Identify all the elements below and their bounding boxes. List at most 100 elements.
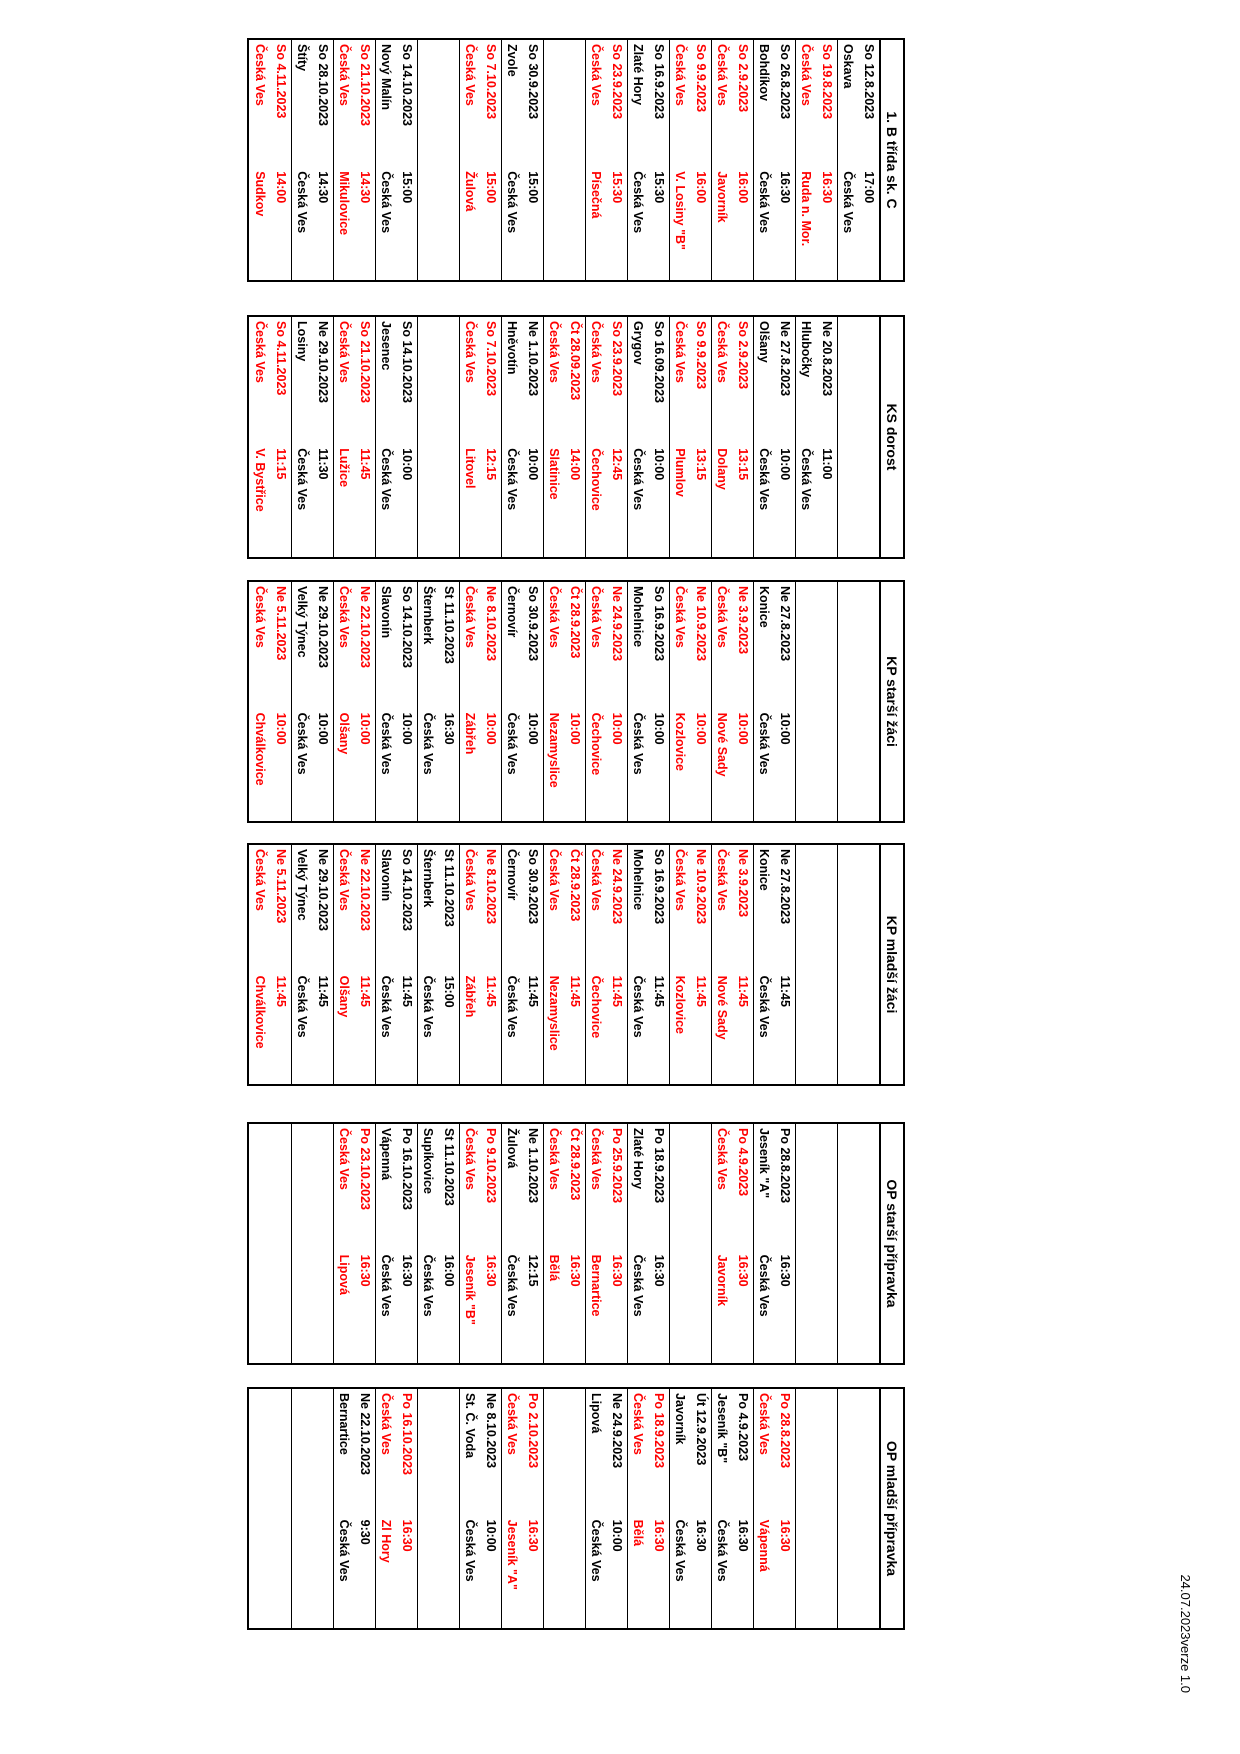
match-cell: Ne 10.9.2023 Česká Ves bbox=[669, 845, 711, 972]
match-date bbox=[312, 1128, 333, 1251]
match-cell: 10:00 Česká Ves bbox=[501, 444, 543, 557]
match-cell: 14:30 Česká Ves bbox=[291, 167, 333, 280]
match-cell: Po 16.10.2023 Vápenná bbox=[375, 1124, 417, 1251]
match-venue: Ruda n. Mor. bbox=[799, 171, 813, 247]
match-date bbox=[564, 1393, 585, 1516]
match-date: So 26.8.2023 bbox=[778, 44, 792, 120]
match-venue: Lužice bbox=[337, 448, 351, 488]
match-cell: Čt 28.9.2023 Česká Ves bbox=[543, 582, 585, 709]
table-row: Po 4.9.2023 Česká Ves 16:30 Javorník bbox=[711, 1124, 753, 1363]
match-place: Losiny bbox=[295, 321, 309, 362]
match-time: 13:15 bbox=[736, 448, 750, 481]
match-place: Česká Ves bbox=[337, 321, 351, 383]
match-cell: Ne 3.9.2023 Česká Ves bbox=[711, 582, 753, 709]
match-venue: Česká Ves bbox=[757, 171, 771, 234]
match-cell: 11:15 V. Bystřice bbox=[249, 444, 291, 557]
table-row bbox=[837, 1389, 879, 1628]
match-cell bbox=[417, 40, 459, 167]
match-cell bbox=[795, 1389, 837, 1516]
match-place: Česká Ves bbox=[463, 321, 477, 383]
match-date: Ne 29.10.2023 bbox=[316, 849, 330, 932]
match-venue: Česká Ves bbox=[757, 975, 771, 1038]
match-place: Zlaté Hory bbox=[631, 44, 645, 106]
match-venue: Česká Ves bbox=[673, 1519, 687, 1582]
match-date: So 16.09.2023 bbox=[652, 321, 666, 404]
table-row: Ne 24.9.2023 Česká Ves 10:00 Čechovice bbox=[585, 582, 627, 821]
match-date: Po 28.8.2023 bbox=[778, 1393, 792, 1469]
match-cell: Po 18.9.2023 Česká Ves bbox=[627, 1389, 669, 1516]
table-row bbox=[291, 1389, 333, 1628]
match-venue: Česká Ves bbox=[421, 1254, 435, 1317]
match-cell: 16:30 Ruda n. Mor. bbox=[795, 167, 837, 280]
match-time bbox=[858, 713, 879, 821]
match-time: 16:30 bbox=[778, 171, 792, 204]
match-cell: Ne 24.9.2023 Česká Ves bbox=[585, 845, 627, 972]
match-date: Čt 28.9.2023 bbox=[568, 586, 582, 659]
table-row: Ne 3.9.2023 Česká Ves 11:45 Nové Sady bbox=[711, 845, 753, 1084]
match-date bbox=[816, 1128, 837, 1251]
match-date bbox=[816, 849, 837, 972]
table-row bbox=[837, 1124, 879, 1363]
match-place: Česká Ves bbox=[757, 1393, 771, 1455]
match-date bbox=[816, 1393, 837, 1516]
match-date bbox=[438, 321, 459, 444]
match-time bbox=[858, 448, 879, 557]
table-title: KP mladší žáci bbox=[879, 845, 903, 1084]
match-place: Bohdíkov bbox=[757, 44, 771, 101]
match-venue: Česká Ves bbox=[505, 1254, 519, 1317]
match-cell: 11:45 Nezamyslice bbox=[543, 972, 585, 1084]
match-venue bbox=[543, 171, 564, 280]
match-venue: Kozlovice bbox=[673, 712, 687, 772]
match-time: 15:30 bbox=[652, 171, 666, 204]
match-cell: Čt 28.9.2023 Česká Ves bbox=[543, 1124, 585, 1251]
schedule-table: OP mladší přípravka Po 28.8.2023 Česká Ves… bbox=[247, 1387, 905, 1630]
match-venue: Česká Ves bbox=[379, 448, 393, 511]
table-row: Ne 20.8.2023 Hlubočky 11:00 Česká Ves bbox=[795, 317, 837, 557]
match-date: So 2.9.2023 bbox=[736, 321, 750, 390]
table-row bbox=[837, 582, 879, 821]
match-time bbox=[816, 976, 837, 1084]
match-cell: 16:00 V. Losiny "B" bbox=[669, 167, 711, 280]
table-row: Ne 10.9.2023 Česká Ves 10:00 Kozlovice bbox=[669, 582, 711, 821]
match-place: Bernartice bbox=[337, 1393, 351, 1455]
match-venue: Javorník bbox=[715, 1254, 729, 1307]
match-venue: Čechovice bbox=[589, 712, 603, 776]
match-time bbox=[270, 1255, 291, 1363]
match-cell: So 14.10.2023 Slavonín bbox=[375, 845, 417, 972]
match-time: 15:00 bbox=[442, 975, 456, 1008]
match-venue: Vápenná bbox=[757, 1519, 771, 1572]
match-date: Út 12.9.2023 bbox=[694, 1393, 708, 1466]
match-place bbox=[837, 849, 858, 972]
table-row: So 16.9.2023 Mohelnice 10:00 Česká Ves bbox=[627, 582, 669, 821]
match-venue bbox=[837, 976, 858, 1084]
match-venue: Jeseník "B" bbox=[463, 1254, 477, 1325]
match-venue bbox=[837, 1520, 858, 1628]
match-date: St 11.10.2023 bbox=[442, 1128, 456, 1206]
match-date: Po 16.10.2023 bbox=[400, 1128, 414, 1211]
match-cell: 10:00 Olšany bbox=[333, 709, 375, 821]
match-time: 11:45 bbox=[358, 975, 372, 1007]
match-cell bbox=[543, 1389, 585, 1516]
match-date: Čt 28.09.2023 bbox=[568, 321, 582, 401]
match-venue bbox=[795, 976, 816, 1084]
match-cell: Ne 24.9.2023 Česká Ves bbox=[585, 582, 627, 709]
match-cell: Po 28.8.2023 Česká Ves bbox=[753, 1389, 795, 1516]
table-row: So 26.8.2023 Bohdíkov 16:30 Česká Ves bbox=[753, 40, 795, 280]
match-place bbox=[837, 1393, 858, 1516]
match-place bbox=[837, 321, 858, 444]
table-row bbox=[795, 582, 837, 821]
match-date bbox=[438, 44, 459, 167]
match-cell: 16:30 Česká Ves bbox=[627, 1251, 669, 1363]
match-cell bbox=[543, 1516, 585, 1628]
match-place: Česká Ves bbox=[715, 321, 729, 383]
match-venue: Nezamyslice bbox=[547, 712, 561, 788]
match-cell: St 11.10.2023 Šternberk bbox=[417, 845, 459, 972]
match-place: Jeseník "B" bbox=[715, 1393, 729, 1464]
match-cell: 13:15 Plumlov bbox=[669, 444, 711, 557]
match-time: 14:30 bbox=[316, 171, 330, 204]
match-venue: Písečná bbox=[589, 171, 603, 219]
match-date: St 11.10.2023 bbox=[442, 586, 456, 664]
match-date: Ne 8.10.2023 bbox=[484, 1393, 498, 1469]
match-venue bbox=[417, 171, 438, 280]
match-venue: Česká Ves bbox=[295, 448, 309, 511]
